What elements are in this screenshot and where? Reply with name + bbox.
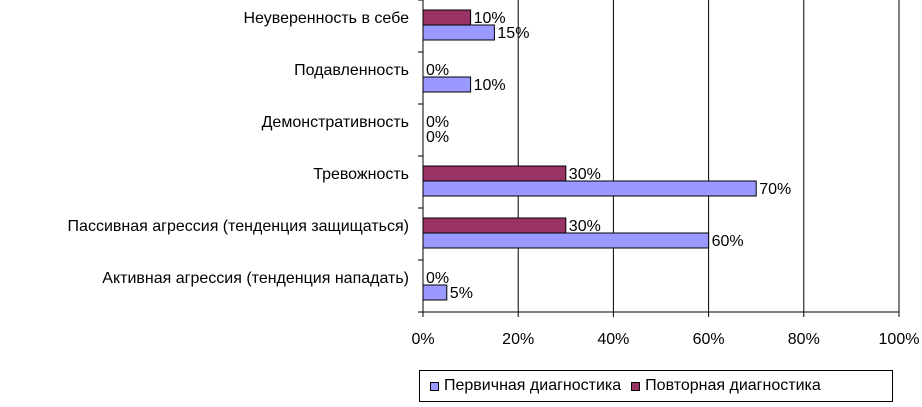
- bar-primary: [422, 24, 495, 41]
- bar-primary: [422, 284, 448, 301]
- data-label: 30%: [569, 166, 601, 183]
- category-label: Пассивная агрессия (тенденция защищаться…: [68, 218, 409, 235]
- x-tick-label: 60%: [693, 331, 725, 348]
- data-label: 10%: [474, 10, 506, 27]
- legend-label-primary: Первичная диагностика: [444, 377, 622, 394]
- x-tick-label: 20%: [502, 331, 534, 348]
- category-label: Неуверенность в себе: [243, 10, 409, 27]
- data-label: 0%: [426, 114, 449, 131]
- category-label: Активная агрессия (тенденция нападать): [102, 270, 409, 287]
- category-label: Подавленность: [294, 62, 409, 79]
- data-label: 10%: [474, 77, 506, 94]
- x-tick-label: 100%: [879, 331, 920, 348]
- legend-swatch-repeat: [631, 381, 641, 391]
- bar-repeat: [422, 165, 567, 182]
- legend-label-repeat: Повторная диагностика: [645, 377, 821, 394]
- x-tick-label: 40%: [597, 331, 629, 348]
- legend: Первичная диагностика Повторная диагност…: [419, 370, 893, 402]
- legend-item-repeat: Повторная диагностика: [631, 377, 821, 395]
- bar-primary: [422, 76, 472, 93]
- data-label: 60%: [712, 233, 744, 250]
- x-tick-label: 0%: [411, 331, 434, 348]
- data-label: 15%: [497, 25, 529, 42]
- data-label: 0%: [426, 129, 449, 146]
- data-label: 0%: [426, 62, 449, 79]
- bar-repeat: [422, 9, 472, 26]
- category-label: Демонстративность: [262, 114, 409, 131]
- data-label: 5%: [450, 285, 473, 302]
- category-label: Тревожность: [313, 166, 409, 183]
- bar-repeat: [422, 217, 567, 234]
- data-label: 30%: [569, 218, 601, 235]
- bar-primary: [422, 232, 710, 249]
- x-tick-label: 80%: [788, 331, 820, 348]
- legend-item-primary: Первичная диагностика: [430, 377, 621, 395]
- data-label: 70%: [759, 181, 791, 198]
- legend-swatch-primary: [430, 381, 439, 391]
- bar-primary: [422, 180, 757, 197]
- data-label: 0%: [426, 270, 449, 287]
